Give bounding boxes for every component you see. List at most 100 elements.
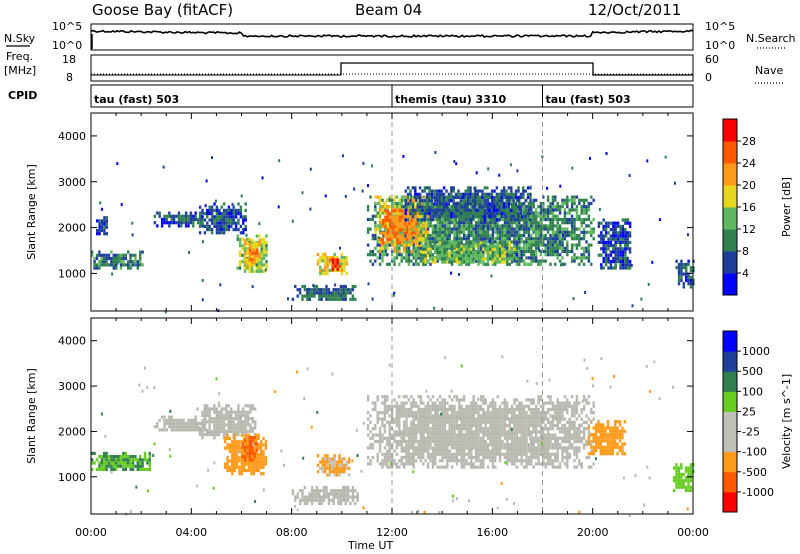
scatter-cell (379, 227, 382, 231)
scatter-cell (238, 443, 241, 447)
scatter-cell (455, 237, 459, 241)
scatter-cell (213, 404, 216, 408)
scatter-cell (495, 192, 499, 196)
scatter-cell (561, 198, 564, 202)
scatter-cell (436, 233, 439, 238)
scatter-cell (384, 211, 387, 215)
scatter-cell (227, 426, 230, 430)
scatter-cell (258, 269, 261, 273)
scatter-cell (448, 407, 451, 412)
scatter-cell (510, 218, 513, 222)
scatter-cell (323, 457, 327, 461)
scatter-cell (410, 404, 413, 408)
scatter-cell (587, 205, 591, 209)
scatter-cell (371, 262, 375, 266)
scatter-cell (458, 262, 461, 266)
scatter-cell (143, 458, 147, 462)
scatter-cell (235, 465, 239, 469)
scatter-cell (146, 458, 149, 462)
scatter-cell (621, 263, 625, 267)
scatter-cell (321, 252, 324, 256)
scatter-cell (529, 199, 532, 203)
scatter-cell (460, 423, 463, 428)
scatter-cell (129, 260, 132, 264)
scatter-cell (315, 288, 319, 292)
scatter-cell (441, 404, 444, 408)
scatter-cell (227, 212, 231, 216)
scatter-cell (471, 208, 475, 212)
scatter-cell (218, 433, 221, 437)
scatter-cell (262, 462, 265, 466)
scatter-cell (426, 401, 430, 405)
scatter-cell (105, 232, 108, 236)
scatter-cell (334, 288, 338, 292)
scatter-cell (503, 217, 507, 222)
scatter-cell (196, 421, 200, 426)
scatter-cell (415, 215, 418, 219)
scatter-cell (332, 501, 335, 506)
scatter-cell (100, 222, 104, 226)
scatter-cell (203, 420, 206, 424)
scatter-cell (122, 455, 125, 459)
scatter-cell (265, 240, 268, 245)
scatter-cell (238, 263, 242, 267)
scatter-cell (600, 231, 603, 235)
scatter-cell (566, 217, 569, 222)
scatter-cell (253, 263, 256, 267)
scatter-cell (446, 443, 449, 447)
scatter-cell (192, 214, 195, 218)
scatter-cell (103, 228, 106, 233)
scatter-cell (233, 468, 236, 473)
scatter-cell (513, 227, 516, 231)
scatter-cell (225, 413, 228, 417)
scatter-cell (542, 259, 545, 263)
scatter-cell (326, 454, 329, 458)
scatter-cell (323, 259, 327, 263)
scatter-cell (170, 425, 173, 429)
scatter-speck (312, 284, 315, 287)
scatter-cell (496, 241, 499, 245)
scatter-cell (98, 467, 101, 471)
scatter-cell (332, 495, 335, 499)
scatter-cell (321, 268, 324, 272)
scatter-speck (571, 166, 574, 170)
scatter-cell (422, 214, 425, 218)
scatter-cell (168, 221, 171, 225)
scatter-cell (438, 254, 442, 258)
scatter-cell (313, 294, 316, 298)
scatter-cell (163, 415, 166, 419)
scatter-cell (558, 237, 562, 241)
scatter-cell (326, 460, 329, 464)
scatter-cell (213, 423, 216, 427)
scatter-cell (225, 221, 228, 225)
scatter-cell (404, 202, 407, 206)
scatter-cell (315, 498, 319, 502)
scatter-cell (582, 249, 586, 254)
scatter-cell (240, 468, 244, 473)
scatter-cell (218, 423, 221, 427)
scatter-cell (160, 415, 164, 419)
scatter-cell (422, 227, 425, 231)
scatter-cell (398, 465, 401, 469)
scatter-cell (435, 205, 439, 209)
scatter-cell (604, 244, 608, 248)
scatter-cell (400, 205, 403, 209)
scatter-cell (366, 253, 370, 257)
scatter-cell (448, 227, 451, 231)
scatter-cell (340, 272, 344, 276)
scatter-cell (351, 294, 355, 298)
scatter-cell (469, 199, 472, 203)
scatter-cell (527, 240, 531, 244)
scatter-cell (321, 256, 324, 260)
scatter-cell (381, 465, 384, 469)
scatter-cell (472, 257, 475, 261)
scatter-cell (448, 430, 451, 434)
scatter-cell (573, 227, 576, 231)
scatter-cell (519, 192, 523, 196)
scatter-cell (424, 430, 427, 434)
scatter-cell (520, 253, 523, 257)
scatter-cell (585, 230, 588, 234)
scatter-cell (483, 195, 487, 200)
scatter-speck (371, 297, 374, 301)
scatter-speck (584, 291, 587, 294)
